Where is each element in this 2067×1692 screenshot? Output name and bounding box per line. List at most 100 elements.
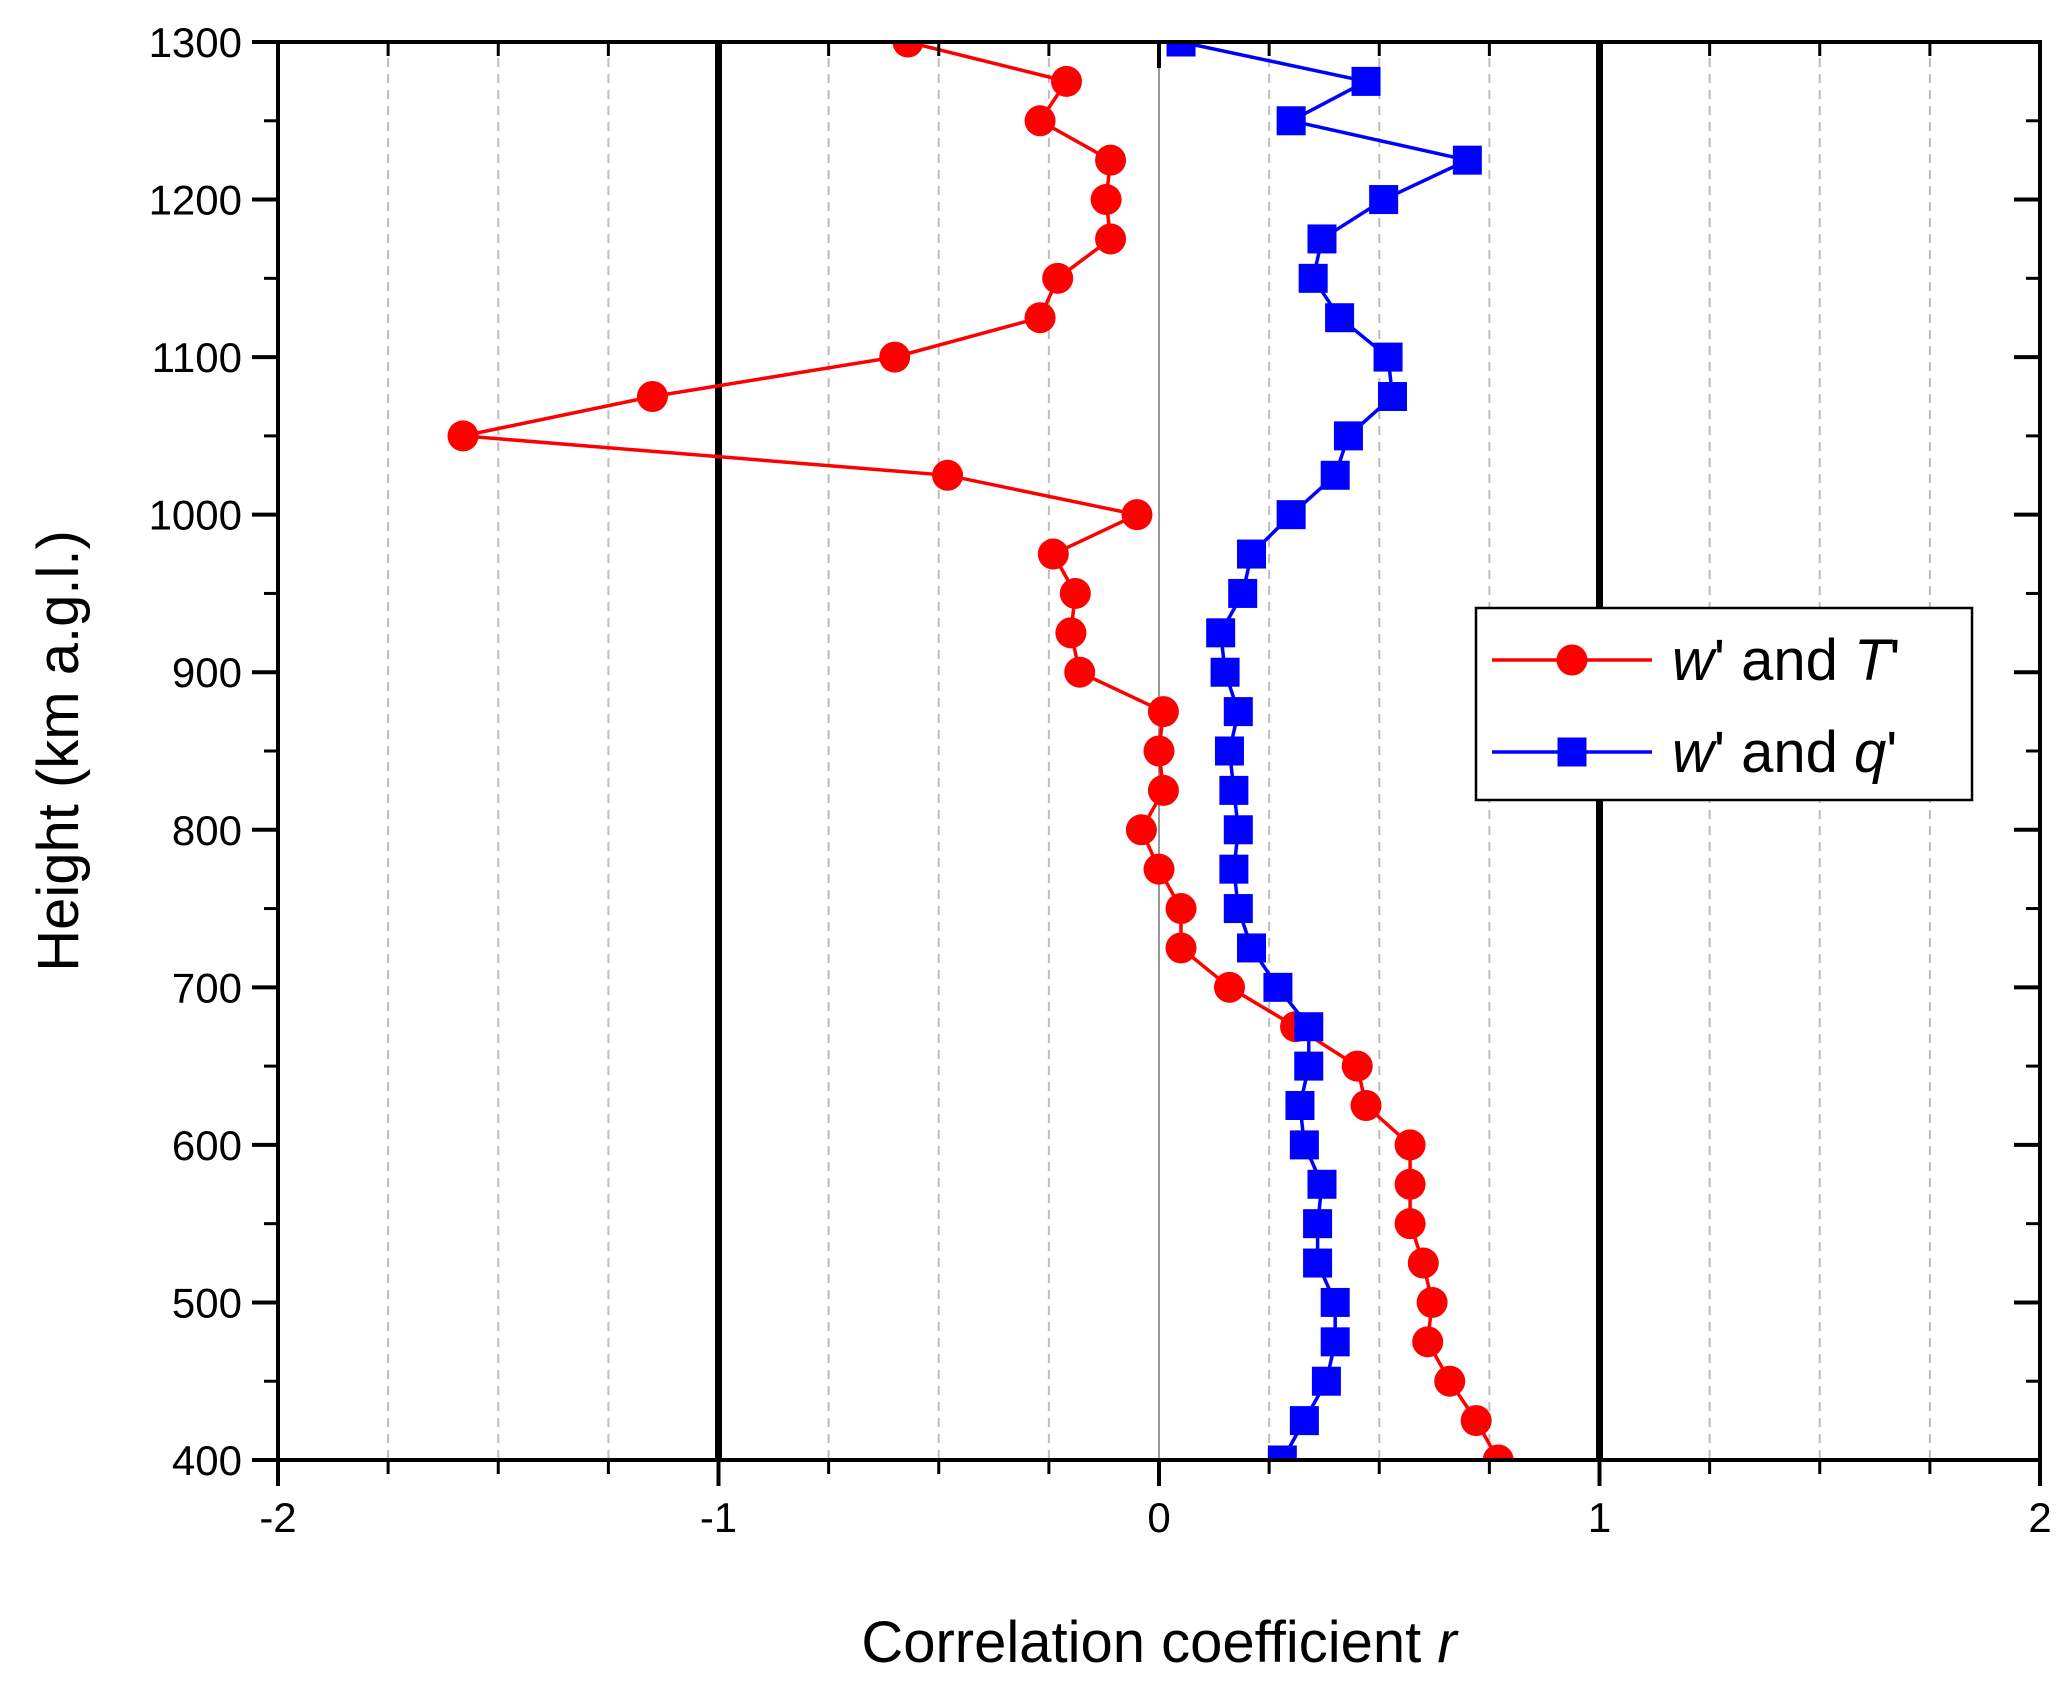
data-point: [1095, 223, 1127, 255]
data-point: [1095, 144, 1127, 176]
data-point: [1416, 1286, 1448, 1318]
x-tick-label: -2: [259, 1494, 296, 1541]
x-axis-title: Correlation coefficient r: [861, 1610, 1459, 1675]
data-point: [1055, 617, 1087, 649]
legend-label-part: w: [1672, 720, 1717, 785]
data-point: [1341, 1050, 1373, 1082]
data-point: [1460, 1405, 1492, 1437]
data-point: [1090, 184, 1122, 216]
y-tick-labels: 400 500 600 700 800 900 1000 1100 1200 1300: [149, 19, 242, 1484]
legend-label-part: w: [1672, 628, 1717, 693]
data-point: [1024, 105, 1056, 137]
data-point: [1369, 185, 1399, 215]
data-point: [1165, 932, 1197, 964]
data-point: [1121, 499, 1153, 531]
data-point: [1276, 500, 1306, 530]
legend-label-part: T: [1854, 628, 1893, 693]
y-tick-label: 900: [172, 649, 242, 696]
data-series: [447, 42, 1514, 1460]
data-point: [447, 420, 479, 452]
legend-label-part: ' and: [1714, 720, 1854, 785]
series-2: [1166, 42, 1482, 1460]
data-point: [1394, 1168, 1426, 1200]
data-point: [1228, 578, 1258, 608]
data-point: [1219, 775, 1249, 805]
y-tick-label: 700: [172, 964, 242, 1011]
data-point: [1307, 1169, 1337, 1199]
axis-ticks: [252, 40, 2042, 1486]
legend-label-part: q: [1854, 720, 1886, 785]
data-point: [879, 341, 911, 373]
data-point: [1303, 1209, 1333, 1239]
data-point: [1294, 1051, 1324, 1081]
data-point: [1024, 302, 1056, 334]
data-point: [1037, 538, 1069, 570]
data-point: [1147, 774, 1179, 806]
data-point: [1434, 1365, 1466, 1397]
y-tick-label: 500: [172, 1279, 242, 1326]
data-point: [1377, 382, 1407, 411]
data-point: [1482, 1444, 1514, 1460]
data-point: [1219, 854, 1249, 884]
data-point: [1223, 894, 1253, 924]
data-point: [1223, 815, 1253, 845]
legend-marker: [1557, 737, 1587, 767]
data-point: [1214, 736, 1244, 766]
data-point: [1042, 262, 1074, 294]
y-tick-label: 800: [172, 807, 242, 854]
x-tick-labels: -2 -1 0 1 2: [259, 1494, 2051, 1541]
data-point: [1294, 1012, 1324, 1042]
legend: w' and T'w' and q': [1474, 606, 1974, 802]
data-point: [1059, 577, 1091, 609]
legend-label-part: ' and: [1714, 628, 1854, 693]
data-point: [1147, 696, 1179, 728]
data-point: [1237, 539, 1267, 569]
data-point: [1298, 263, 1328, 293]
data-point: [1373, 342, 1403, 372]
data-point: [1394, 1208, 1426, 1240]
data-point: [1311, 1366, 1341, 1396]
data-point: [1276, 106, 1306, 136]
legend-label-part: ': [1886, 720, 1897, 785]
series-1: [447, 42, 1514, 1460]
y-tick-label: 1000: [149, 492, 242, 539]
legend-label-part: ': [1889, 628, 1900, 693]
data-point: [1394, 1129, 1426, 1161]
data-point: [1166, 42, 1196, 57]
data-point: [932, 459, 964, 491]
legend-box: [1474, 606, 1974, 802]
y-tick-label: 600: [172, 1122, 242, 1169]
x-axis-title-variable: r: [1437, 1610, 1459, 1675]
data-point: [1213, 971, 1245, 1003]
data-point: [1064, 656, 1096, 688]
data-point: [1125, 814, 1157, 846]
data-point: [1289, 1130, 1319, 1160]
y-tick-label: 400: [172, 1437, 242, 1484]
x-tick-label: -1: [700, 1494, 737, 1541]
data-point: [1210, 657, 1240, 687]
data-point: [1143, 853, 1175, 885]
data-point: [636, 381, 668, 412]
y-tick-label: 1200: [149, 177, 242, 224]
data-point: [1050, 65, 1082, 97]
legend-label: w' and q': [1672, 720, 1897, 785]
data-point: [1267, 1445, 1297, 1460]
data-point: [1407, 1247, 1439, 1279]
y-tick-label: 1100: [152, 334, 242, 381]
data-point: [1320, 1287, 1350, 1317]
data-point: [1263, 972, 1293, 1002]
data-point: [1350, 1090, 1382, 1121]
x-tick-label: 0: [1147, 1494, 1170, 1541]
data-point: [1412, 1326, 1444, 1358]
data-point: [1237, 933, 1267, 963]
y-tick-label: 1300: [149, 19, 242, 66]
data-point: [1143, 735, 1175, 767]
y-axis-title: Height (km a.g.l.): [26, 530, 91, 972]
data-point: [892, 42, 924, 58]
legend-marker: [1556, 644, 1588, 676]
data-point: [1206, 618, 1236, 648]
series-line: [462, 42, 1500, 1460]
x-tick-label: 1: [1588, 1494, 1611, 1541]
data-point: [1289, 1406, 1319, 1436]
